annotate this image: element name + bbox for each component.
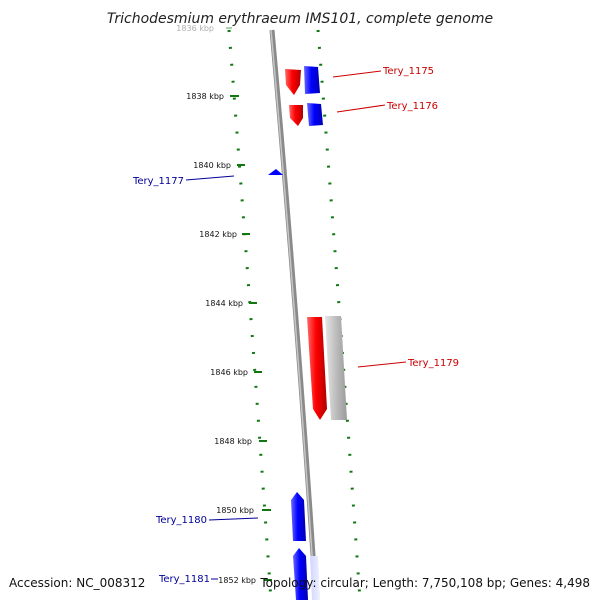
accession-text: Accession: NC_008312 <box>9 576 145 590</box>
tery-1176-cds-shape[interactable] <box>289 105 303 126</box>
tick-label: 1852 kbp <box>218 576 256 585</box>
tery-1176-gene-shape[interactable] <box>307 103 323 126</box>
tick-label: 1842 kbp <box>199 230 237 239</box>
tick-label: 1836 kbp <box>176 24 214 33</box>
tery-1179-label[interactable]: Tery_1179 <box>407 358 459 369</box>
gene-tery-1179[interactable]: Tery_1179 <box>307 316 459 420</box>
tick-label: 1844 kbp <box>205 299 243 308</box>
tery-1177-shape[interactable] <box>268 169 283 175</box>
tick-label: 1848 kbp <box>214 437 252 446</box>
tery-1175-cds-shape[interactable] <box>285 69 301 95</box>
gene-tery-1181[interactable]: Tery_1181 <box>158 548 320 600</box>
tery-1181-gene-shadow <box>310 556 320 600</box>
tery-1179-gene-shape[interactable] <box>325 316 347 420</box>
tery-1177-leader <box>185 175 235 181</box>
tery-1176-label[interactable]: Tery_1176 <box>386 101 438 112</box>
summary-text: Topology: circular; Length: 7,750,108 bp… <box>259 576 590 590</box>
genome-title: Trichodesmium erythraeum IMS101, complet… <box>107 11 493 27</box>
tery-1180-shape[interactable] <box>291 492 306 541</box>
tery-1179-leader <box>357 361 407 368</box>
tick-label: 1850 kbp <box>216 506 254 515</box>
gene-tery-1175[interactable]: Tery_1175 <box>285 66 434 95</box>
tery-1176-leader <box>336 104 386 113</box>
genome-backbone-highlight <box>270 29 316 600</box>
tery-1175-label[interactable]: Tery_1175 <box>382 66 434 77</box>
gene-tery-1180[interactable]: Tery_1180 <box>155 492 306 541</box>
outer-tick-ring <box>316 29 362 600</box>
tick-marks: 1836 kbp 1838 kbp 1840 kbp 1842 kbp 1844 kbp… <box>176 24 272 585</box>
tery-1181-shape[interactable] <box>293 548 308 600</box>
tery-1180-leader <box>208 517 259 521</box>
tery-1179-cds-shape[interactable] <box>307 317 327 420</box>
tery-1175-gene-shape[interactable] <box>304 66 320 94</box>
tery-1181-label[interactable]: Tery_1181 <box>158 574 210 585</box>
tery-1175-leader <box>332 70 382 78</box>
tery-1180-label[interactable]: Tery_1180 <box>155 515 207 526</box>
gene-tery-1177[interactable]: Tery_1177 <box>132 169 283 187</box>
tery-1177-label[interactable]: Tery_1177 <box>132 176 184 187</box>
genome-backbone <box>269 29 319 600</box>
tick-label: 1846 kbp <box>210 368 248 377</box>
tick-label: 1840 kbp <box>193 161 231 170</box>
tick-label: 1838 kbp <box>186 92 224 101</box>
gene-tery-1176[interactable]: Tery_1176 <box>289 101 438 126</box>
